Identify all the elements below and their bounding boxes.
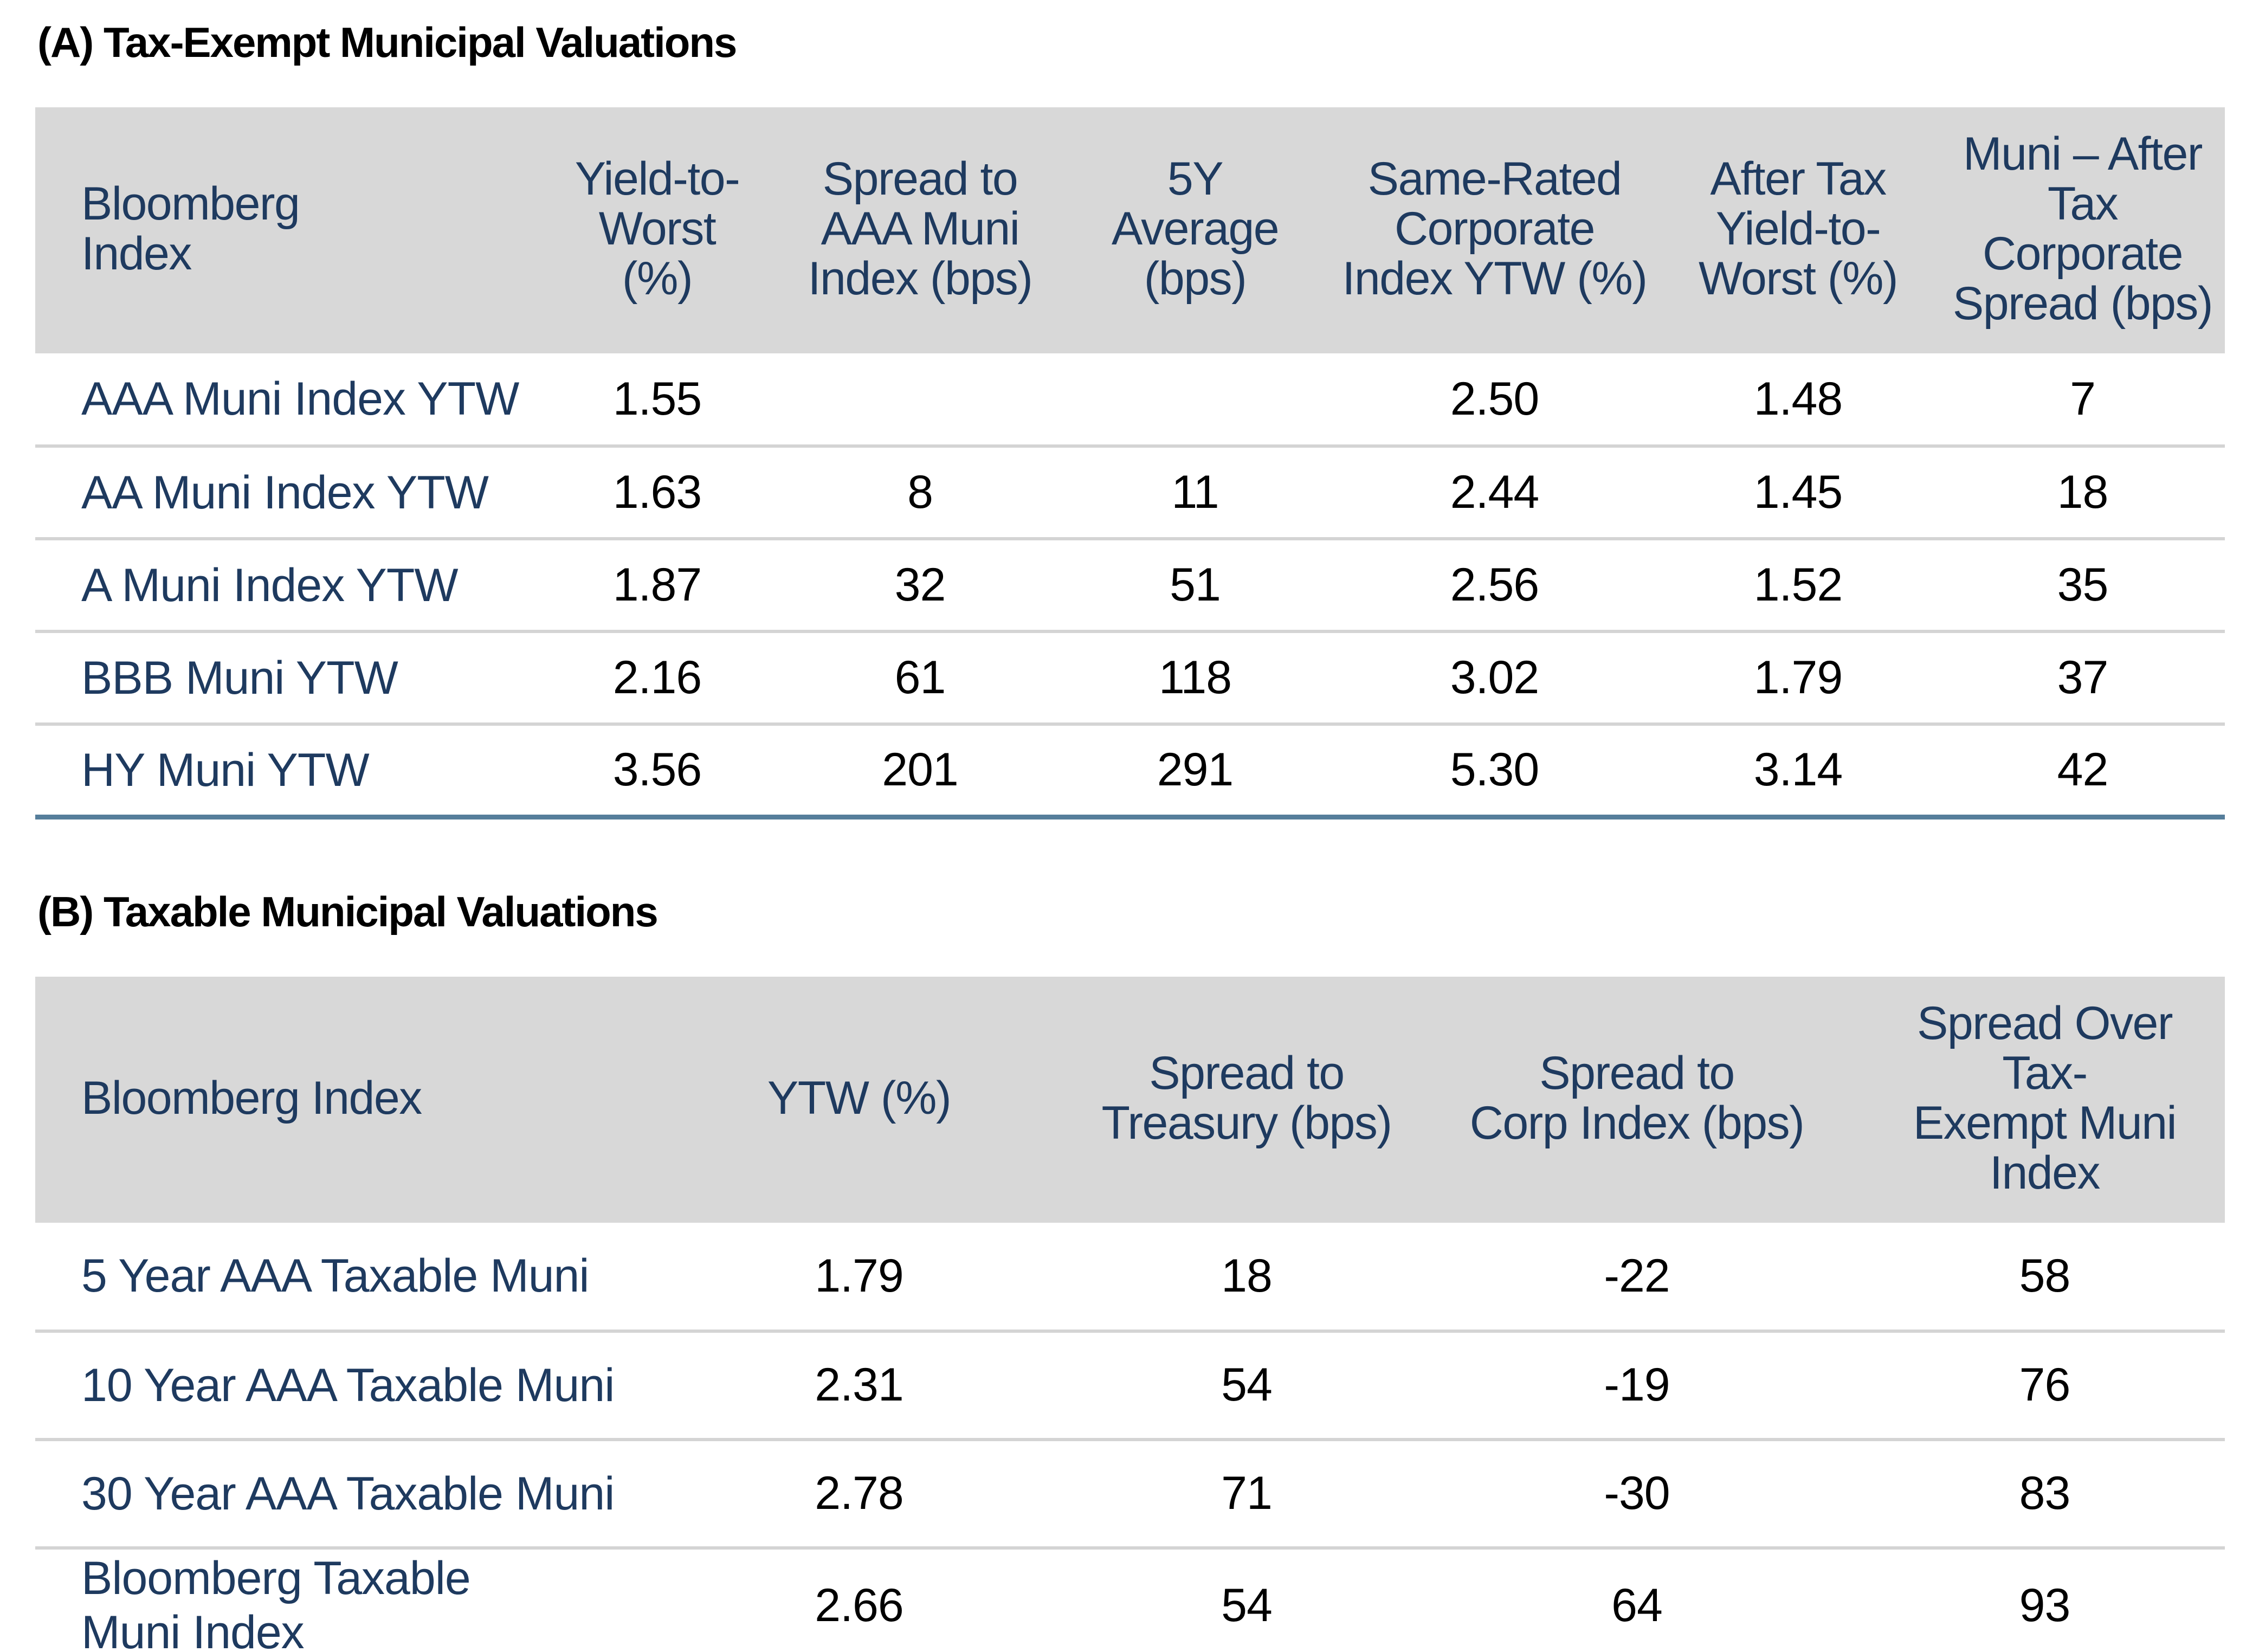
col-header-spread-over-tax-exempt: Spread Over Tax- Exempt Muni Index <box>1864 976 2225 1223</box>
value-cell: 1.87 <box>531 537 783 631</box>
value-cell <box>1057 353 1333 446</box>
value-cell: 42 <box>1940 722 2225 817</box>
value-cell: 7 <box>2070 372 2096 425</box>
section-a-title: (A) Tax-Exempt Municipal Valuations <box>37 18 737 66</box>
col-header-bloomberg-index: Bloomberg Index <box>35 976 634 1223</box>
value-cell: 61 <box>783 630 1057 724</box>
value-cell: 2.16 <box>531 630 783 724</box>
table-row: AAA Muni Index YTW 1.55 2.50 1.48 7 <box>35 353 2225 446</box>
row-label: A Muni Index YTW <box>35 537 531 631</box>
value-cell: 1.63 <box>531 444 783 539</box>
tax-exempt-valuations-table: Bloomberg Index Yield-to- Worst (%) Spre… <box>35 107 2225 819</box>
table-row: HY Muni YTW 3.56 201 291 5.30 3.14 42 <box>35 722 2225 817</box>
value-cell: 58 <box>2019 1249 2071 1302</box>
value-cell: 1.79 <box>1656 630 1940 724</box>
table-a-header: Bloomberg Index Yield-to- Worst (%) Spre… <box>35 107 2225 353</box>
value-cell: 2.78 <box>634 1437 1084 1548</box>
col-header-spread-to-corp: Spread to Corp Index (bps) <box>1409 976 1864 1223</box>
value-cell: 18 <box>1940 444 2225 539</box>
table-row: 30 Year AAA Taxable Muni 2.78 71 -30 83 <box>35 1437 2225 1548</box>
value-cell: 83 <box>1864 1437 2225 1548</box>
value-cell: -22 <box>1604 1249 1670 1302</box>
value-cell: 2.31 <box>634 1329 1084 1440</box>
taxable-valuations-table: Bloomberg Index YTW (%) Spread to Treasu… <box>35 976 2225 1652</box>
value-cell: 8 <box>783 444 1057 539</box>
value-cell: -19 <box>1409 1329 1864 1440</box>
value-cell <box>783 353 1057 446</box>
table-row: Bloomberg Taxable Muni Index 2.66 54 64 … <box>35 1546 2225 1652</box>
value-cell: 2.44 <box>1333 444 1656 539</box>
col-header-same-rated-corporate: Same-Rated Corporate Index YTW (%) <box>1333 107 1656 353</box>
value-cell: 3.56 <box>531 722 783 817</box>
value-cell: 2.50 <box>1450 372 1539 425</box>
table-b-header-row: Bloomberg Index YTW (%) Spread to Treasu… <box>35 976 2225 1223</box>
value-cell: 201 <box>783 722 1057 817</box>
col-header-after-tax-ytw: After Tax Yield-to- Worst (%) <box>1656 107 1940 353</box>
value-cell: 54 <box>1084 1546 1409 1652</box>
value-cell: 93 <box>1864 1546 2225 1652</box>
value-cell: 11 <box>1057 444 1333 539</box>
table-row: BBB Muni YTW 2.16 61 118 3.02 1.79 37 <box>35 630 2225 724</box>
value-cell: 1.52 <box>1656 537 1940 631</box>
col-header-ytw: YTW (%) <box>634 976 1084 1223</box>
value-cell: 2.66 <box>634 1546 1084 1652</box>
value-cell: 1.79 <box>815 1249 903 1302</box>
row-label: AA Muni Index YTW <box>35 444 531 539</box>
table-b-header: Bloomberg Index YTW (%) Spread to Treasu… <box>35 976 2225 1223</box>
row-label: 30 Year AAA Taxable Muni <box>35 1437 634 1548</box>
value-cell: 54 <box>1084 1329 1409 1440</box>
col-header-yield-to-worst: Yield-to- Worst (%) <box>531 107 783 353</box>
row-label: AAA Muni Index YTW <box>81 373 519 425</box>
value-cell: 118 <box>1057 630 1333 724</box>
value-cell: 5.30 <box>1333 722 1656 817</box>
value-cell: 18 <box>1221 1249 1273 1302</box>
value-cell: 2.56 <box>1333 537 1656 631</box>
row-label: 5 Year AAA Taxable Muni <box>81 1250 589 1302</box>
value-cell: 1.55 <box>612 372 702 425</box>
value-cell: 32 <box>783 537 1057 631</box>
table-row: AA Muni Index YTW 1.63 8 11 2.44 1.45 18 <box>35 444 2225 539</box>
section-b-title: (B) Taxable Municipal Valuations <box>37 887 659 935</box>
value-cell: 51 <box>1057 537 1333 631</box>
row-label: Bloomberg Taxable Muni Index <box>35 1546 634 1652</box>
row-label: 10 Year AAA Taxable Muni <box>35 1329 634 1440</box>
table-row: A Muni Index YTW 1.87 32 51 2.56 1.52 35 <box>35 537 2225 631</box>
value-cell: 3.14 <box>1656 722 1940 817</box>
value-cell: 64 <box>1409 1546 1864 1652</box>
table-a-header-row: Bloomberg Index Yield-to- Worst (%) Spre… <box>35 107 2225 353</box>
col-header-muni-after-tax-spread: Muni – After Tax Corporate Spread (bps) <box>1940 107 2225 353</box>
value-cell: 1.48 <box>1753 372 1843 425</box>
col-header-spread-to-treasury: Spread to Treasury (bps) <box>1084 976 1409 1223</box>
table-row: 5 Year AAA Taxable Muni 1.79 18 -22 58 <box>35 1223 2225 1331</box>
row-label: HY Muni YTW <box>35 722 531 817</box>
value-cell: 76 <box>1864 1329 2225 1440</box>
table-row: 10 Year AAA Taxable Muni 2.31 54 -19 76 <box>35 1329 2225 1440</box>
value-cell: 291 <box>1057 722 1333 817</box>
col-header-bloomberg-index: Bloomberg Index <box>35 107 531 353</box>
value-cell: -30 <box>1409 1437 1864 1548</box>
col-header-5y-average: 5Y Average (bps) <box>1057 107 1333 353</box>
col-header-spread-to-aaa: Spread to AAA Muni Index (bps) <box>783 107 1057 353</box>
value-cell: 35 <box>1940 537 2225 631</box>
value-cell: 3.02 <box>1333 630 1656 724</box>
value-cell: 71 <box>1084 1437 1409 1548</box>
value-cell: 37 <box>1940 630 2225 724</box>
row-label: BBB Muni YTW <box>35 630 531 724</box>
value-cell: 1.45 <box>1656 444 1940 539</box>
